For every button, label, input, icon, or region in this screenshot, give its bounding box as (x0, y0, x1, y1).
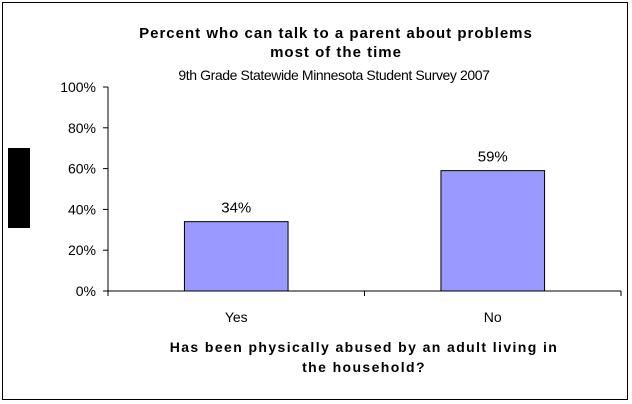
y-tick-label: 100% (60, 79, 96, 95)
y-tick-label: 40% (68, 201, 96, 217)
bar-yes (183, 221, 289, 292)
x-axis-label-line-1: Has been physically abused by an adult l… (170, 339, 559, 355)
data-labels: 34% 59% (221, 149, 508, 217)
x-axis-label-line-2: the household? (302, 359, 426, 375)
x-axis (107, 290, 622, 296)
y-tick-label: 20% (68, 242, 96, 258)
y-axis: 0% 20% 40% 60% 80% 100% (60, 79, 109, 299)
chart-title-line-2: most of the time (270, 44, 402, 61)
data-label-no: 59% (478, 149, 508, 166)
chart-title-line-1: Percent who can talk to a parent about p… (139, 25, 533, 42)
category-label-yes: Yes (225, 309, 248, 325)
side-marker (8, 148, 30, 228)
y-tick-label: 80% (68, 120, 96, 136)
bars (183, 170, 546, 292)
category-label-no: No (484, 309, 502, 325)
category-labels: Yes No (225, 309, 502, 325)
bar-no (440, 170, 546, 292)
chart-subtitle: 9th Grade Statewide Minnesota Student Su… (178, 67, 490, 83)
y-tick-label: 60% (68, 161, 96, 177)
y-tick-label: 0% (76, 283, 96, 299)
data-label-yes: 34% (221, 200, 251, 217)
